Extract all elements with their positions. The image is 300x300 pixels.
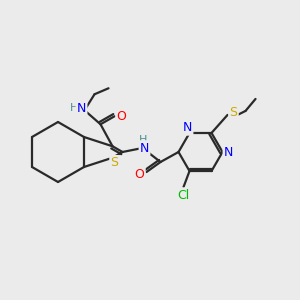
Text: S: S — [110, 156, 118, 169]
Text: S: S — [230, 106, 238, 119]
Text: H: H — [139, 135, 148, 145]
Text: Cl: Cl — [177, 189, 190, 202]
Text: N: N — [224, 146, 233, 158]
Text: N: N — [140, 142, 149, 154]
Text: O: O — [135, 167, 144, 181]
Text: N: N — [183, 122, 192, 134]
Text: O: O — [117, 110, 126, 123]
Text: H: H — [70, 103, 79, 113]
Text: N: N — [77, 102, 86, 115]
